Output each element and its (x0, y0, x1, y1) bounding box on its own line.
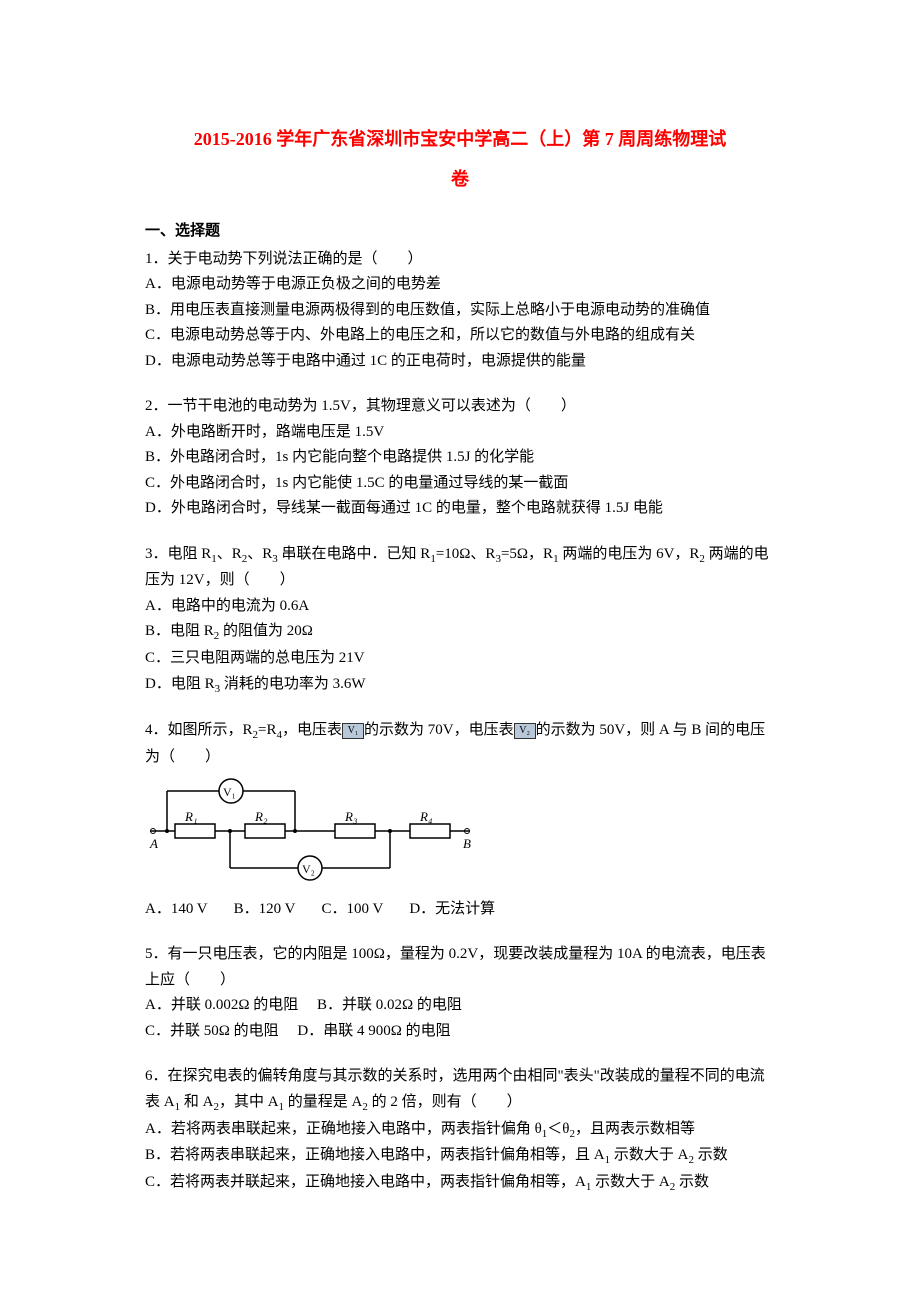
label-r3: R₃ (344, 809, 357, 824)
q2-opt-d: D．外电路闭合时，导线某一截面每通过 1C 的电量，整个电路就获得 1.5J 电… (145, 496, 775, 522)
question-6: 6．在探究电表的偏转角度与其示数的关系时，选用两个由相同"表头"改装成的量程不同… (145, 1064, 775, 1196)
q5-stem: 5．有一只电压表，它的内阻是 100Ω，量程为 0.2V，现要改装成量程为 10… (145, 942, 775, 993)
q4-opt-d: D．无法计算 (409, 897, 495, 923)
title-line2: 卷 (145, 160, 775, 200)
q4-stem: 4．如图所示，R2=R4，电压表V₁的示数为 70V，电压表V₂的示数为 50V… (145, 718, 775, 770)
label-b: B (463, 836, 471, 851)
q1-stem: 1．关于电动势下列说法正确的是（ ） (145, 247, 775, 273)
q1-opt-c: C．电源电动势总等于内、外电路上的电压之和，所以它的数值与外电路的组成有关 (145, 323, 775, 349)
exam-title: 2015-2016 学年广东省深圳市宝安中学高二（上）第 7 周周练物理试 卷 (145, 120, 775, 199)
question-5: 5．有一只电压表，它的内阻是 100Ω，量程为 0.2V，现要改装成量程为 10… (145, 942, 775, 1044)
q3-opt-c: C．三只电阻两端的总电压为 21V (145, 646, 775, 672)
label-a: A (149, 836, 158, 851)
q4-options: A．140 V B．120 V C．100 V D．无法计算 (145, 897, 775, 923)
q4-opt-c: C．100 V (321, 897, 383, 923)
label-r1: R₁ (184, 809, 197, 824)
q5-opt-d: D．串联 4 900Ω 的电阻 (297, 1023, 450, 1039)
q2-stem: 2．一节干电池的电动势为 1.5V，其物理意义可以表述为（ ） (145, 394, 775, 420)
question-4: 4．如图所示，R2=R4，电压表V₁的示数为 70V，电压表V₂的示数为 50V… (145, 718, 775, 922)
q5-opt-c: C．并联 50Ω 的电阻 (145, 1023, 279, 1039)
q4-opt-b: B．120 V (234, 897, 296, 923)
q2-opt-a: A．外电路断开时，路端电压是 1.5V (145, 420, 775, 446)
question-1: 1．关于电动势下列说法正确的是（ ） A．电源电动势等于电源正负极之间的电势差 … (145, 247, 775, 375)
q5-opt-b: B．并联 0.02Ω 的电阻 (317, 997, 462, 1013)
q5-opt-a: A．并联 0.002Ω 的电阻 (145, 997, 298, 1013)
q5-row1: A．并联 0.002Ω 的电阻 B．并联 0.02Ω 的电阻 (145, 993, 775, 1019)
q6-stem: 6．在探究电表的偏转角度与其示数的关系时，选用两个由相同"表头"改装成的量程不同… (145, 1064, 775, 1116)
voltmeter-v1-icon: V₁ (342, 723, 364, 739)
circuit-svg: A B R₁ R₂ R₃ R₄ V₁ (145, 776, 475, 881)
q2-opt-c: C．外电路闭合时，1s 内它能使 1.5C 的电量通过导线的某一截面 (145, 471, 775, 497)
title-line1: 2015-2016 学年广东省深圳市宝安中学高二（上）第 7 周周练物理试 (145, 120, 775, 160)
q3-opt-d: D．电阻 R3 消耗的电功率为 3.6W (145, 672, 775, 699)
q1-opt-a: A．电源电动势等于电源正负极之间的电势差 (145, 272, 775, 298)
section-heading: 一、选择题 (145, 219, 775, 245)
q5-row2: C．并联 50Ω 的电阻 D．串联 4 900Ω 的电阻 (145, 1019, 775, 1045)
q3-stem: 3．电阻 R1、R2、R3 串联在电路中．已知 R1=10Ω、R3=5Ω，R1 … (145, 542, 775, 594)
question-3: 3．电阻 R1、R2、R3 串联在电路中．已知 R1=10Ω、R3=5Ω，R1 … (145, 542, 775, 699)
q3-opt-a: A．电路中的电流为 0.6A (145, 594, 775, 620)
q1-opt-d: D．电源电动势总等于电路中通过 1C 的正电荷时，电源提供的能量 (145, 349, 775, 375)
q6-opt-c: C．若将两表并联起来，正确地接入电路中，两表指针偏角相等，A1 示数大于 A2 … (145, 1170, 775, 1197)
q4-stem-part1: 4．如图所示，R (145, 722, 253, 738)
q4-stem-part3: ，电压表 (282, 722, 342, 738)
q6-opt-a: A．若将两表串联起来，正确地接入电路中，两表指针偏角 θ1＜θ2，且两表示数相等 (145, 1117, 775, 1144)
q4-stem-part2: =R (258, 722, 276, 738)
q3-opt-b: B．电阻 R2 的阻值为 20Ω (145, 619, 775, 646)
label-v1: V₁ (223, 785, 236, 799)
label-r4: R₄ (419, 809, 433, 824)
label-v2: V₂ (302, 862, 315, 876)
voltmeter-v2-icon: V₂ (514, 723, 536, 739)
q2-opt-b: B．外电路闭合时，1s 内它能向整个电路提供 1.5J 的化学能 (145, 445, 775, 471)
q4-opt-a: A．140 V (145, 897, 208, 923)
circuit-diagram: A B R₁ R₂ R₃ R₄ V₁ (145, 776, 775, 891)
question-2: 2．一节干电池的电动势为 1.5V，其物理意义可以表述为（ ） A．外电路断开时… (145, 394, 775, 522)
label-r2: R₂ (254, 809, 268, 824)
q1-opt-b: B．用电压表直接测量电源两极得到的电压数值，实际上总略小于电源电动势的准确值 (145, 298, 775, 324)
q4-stem-part4: 的示数为 70V，电压表 (364, 722, 514, 738)
q6-opt-b: B．若将两表串联起来，正确地接入电路中，两表指针偏角相等，且 A1 示数大于 A… (145, 1143, 775, 1170)
